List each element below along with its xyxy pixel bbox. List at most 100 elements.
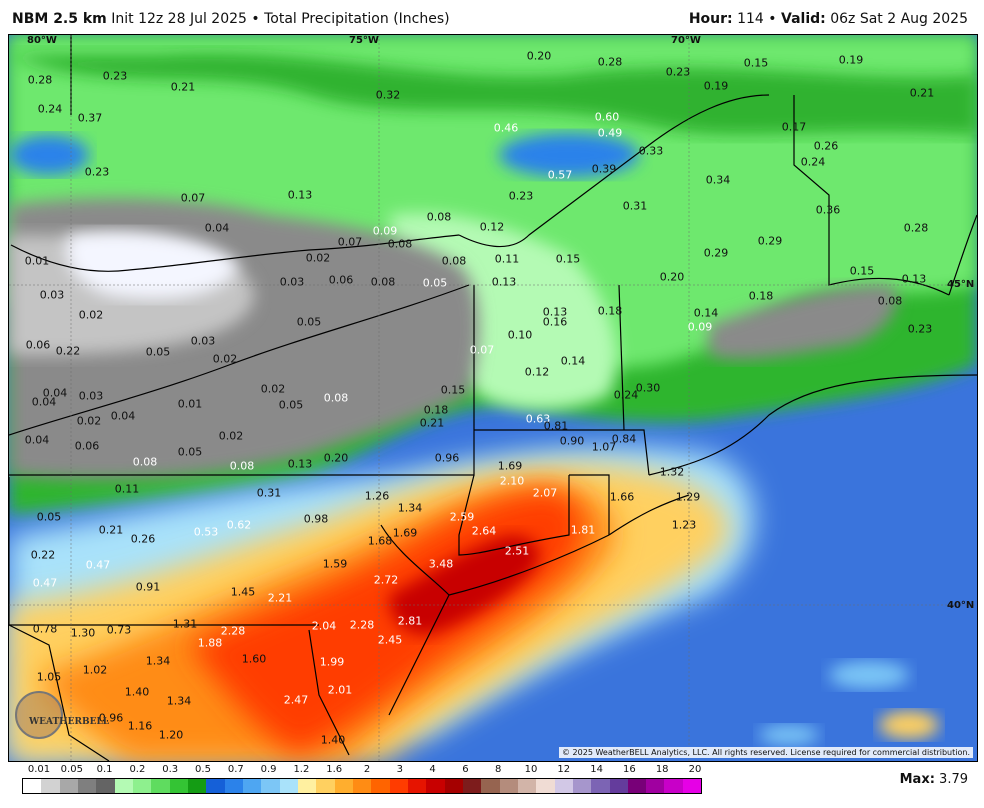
precip-value-label: 0.08 xyxy=(370,275,396,289)
precip-value-label: 0.03 xyxy=(39,288,65,302)
weatherbell-logo xyxy=(15,691,63,739)
precip-value-label: 0.18 xyxy=(423,403,449,417)
valid-time-info: Hour: 114 • Valid: 06z Sat 2 Aug 2025 xyxy=(689,11,968,27)
legend-swatch xyxy=(499,779,518,793)
legend-swatch xyxy=(242,779,262,793)
precip-value-label: 0.63 xyxy=(525,412,551,426)
precip-value-label: 1.23 xyxy=(671,518,697,532)
precip-value-label: 1.34 xyxy=(397,501,423,515)
hour-value: 114 xyxy=(737,11,764,27)
precip-value-label: 0.14 xyxy=(693,306,719,320)
valid-separator: • xyxy=(768,11,777,27)
legend-tick: 0.3 xyxy=(162,764,179,775)
precip-value-label: 0.13 xyxy=(287,457,313,471)
legend-tick: 2 xyxy=(363,764,371,775)
precip-value-label: 0.08 xyxy=(229,459,255,473)
precipitation-map: 0.28 0.23 0.21 0.32 0.20 0.28 0.23 0.19 0.15 0.19… xyxy=(8,34,978,762)
precip-value-label: 0.13 xyxy=(542,305,568,319)
precip-value-label: 1.81 xyxy=(570,523,596,537)
precip-value-label: 0.04 xyxy=(24,433,50,447)
precip-value-label: 0.02 xyxy=(212,352,238,366)
precip-value-label: 1.32 xyxy=(659,465,685,479)
precip-value-label: 0.28 xyxy=(597,55,623,69)
legend-swatch xyxy=(352,779,372,793)
precip-value-label: 0.02 xyxy=(78,308,104,322)
precip-value-label: 0.23 xyxy=(665,65,691,79)
precip-value-label: 0.37 xyxy=(77,111,103,125)
precip-value-label: 0.04 xyxy=(42,386,68,400)
precip-value-label: 0.26 xyxy=(813,139,839,153)
precip-value-label: 1.16 xyxy=(127,719,153,733)
precip-value-label: 0.04 xyxy=(204,221,230,235)
legend-swatch xyxy=(682,779,702,793)
legend-swatch xyxy=(206,779,225,793)
precip-value-label: 0.15 xyxy=(555,252,581,266)
legend-swatch xyxy=(591,779,610,793)
precip-value-label: 1.05 xyxy=(36,670,62,684)
precipitation-field xyxy=(9,35,977,761)
precip-value-label: 2.10 xyxy=(499,474,525,488)
legend-tick: 16 xyxy=(623,764,636,775)
precip-value-label: 0.36 xyxy=(815,203,841,217)
precip-value-label: 0.04 xyxy=(31,395,57,409)
precip-value-label: 2.21 xyxy=(267,591,293,605)
precip-value-label: 0.07 xyxy=(337,235,363,249)
precip-value-label: 0.23 xyxy=(907,322,933,336)
precip-value-label: 0.28 xyxy=(903,221,929,235)
precip-value-label: 0.73 xyxy=(106,623,132,637)
precip-value-label: 0.18 xyxy=(748,289,774,303)
precip-value-label: 1.69 xyxy=(497,459,523,473)
precip-value-label: 0.08 xyxy=(132,455,158,469)
precip-value-label: 0.96 xyxy=(98,711,124,725)
precip-value-label: 0.05 xyxy=(145,345,171,359)
precip-value-label: 0.06 xyxy=(74,439,100,453)
max-value: Max: 3.79 xyxy=(900,772,968,787)
precip-value-label: 0.11 xyxy=(494,252,520,266)
precip-value-label: 0.06 xyxy=(25,338,51,352)
precip-value-label: 0.03 xyxy=(279,275,305,289)
precip-value-label: 0.23 xyxy=(84,165,110,179)
legend-swatch xyxy=(646,779,665,793)
precip-value-label: 2.81 xyxy=(397,614,423,628)
legend-tick: 0.9 xyxy=(260,764,277,775)
lon-label-70w: 70°W xyxy=(671,35,701,46)
legend-color-bar xyxy=(22,778,702,794)
precip-value-label: 0.47 xyxy=(32,576,58,590)
product-name: Total Precipitation (Inches) xyxy=(264,11,450,27)
precip-value-label: 0.81 xyxy=(543,419,569,433)
precip-value-label: 0.02 xyxy=(218,429,244,443)
precip-value-label: 0.78 xyxy=(32,622,58,636)
precip-value-label: 1.45 xyxy=(230,585,256,599)
legend-swatch xyxy=(114,779,133,793)
precip-value-label: 0.09 xyxy=(687,320,713,334)
precip-value-label: 0.08 xyxy=(426,210,452,224)
precip-value-label: 2.72 xyxy=(373,573,399,587)
precip-value-label: 0.05 xyxy=(36,510,62,524)
precip-value-label: 0.26 xyxy=(130,532,156,546)
precip-value-label: 2.51 xyxy=(504,544,530,558)
legend-tick-labels: 0.01 0.05 0.1 0.2 0.3 0.5 0.7 0.9 1.2 1.6 2 3 4 6 8 10 1… xyxy=(22,764,702,778)
precip-value-label: 0.02 xyxy=(260,382,286,396)
precip-value-label: 1.30 xyxy=(70,626,96,640)
precip-value-label: 0.21 xyxy=(98,523,124,537)
precip-value-label: 0.02 xyxy=(305,251,331,265)
legend-tick: 0.05 xyxy=(60,764,83,775)
precip-value-label: 0.13 xyxy=(287,188,313,202)
valid-value: 06z Sat 2 Aug 2025 xyxy=(830,11,968,27)
precip-value-label: 2.07 xyxy=(532,486,558,500)
precip-value-label: 0.24 xyxy=(613,388,639,402)
color-legend: 0.01 0.05 0.1 0.2 0.3 0.5 0.7 0.9 1.2 1.6 2 3 4 6 8 10 1… xyxy=(22,764,702,796)
precip-value-label: 0.19 xyxy=(838,53,864,67)
precip-value-label: 0.57 xyxy=(547,168,573,182)
precip-value-label: 1.68 xyxy=(367,534,393,548)
legend-swatch xyxy=(96,779,115,793)
legend-swatch xyxy=(224,779,243,793)
legend-tick: 0.1 xyxy=(96,764,113,775)
precip-value-label: 0.18 xyxy=(597,304,623,318)
precip-value-label: 0.01 xyxy=(177,397,203,411)
legend-tick: 1.6 xyxy=(326,764,343,775)
precip-value-label: 1.60 xyxy=(241,652,267,666)
legend-swatch xyxy=(77,779,97,793)
logo-text: WEATHERBELL xyxy=(29,717,110,727)
legend-swatch xyxy=(554,779,573,793)
